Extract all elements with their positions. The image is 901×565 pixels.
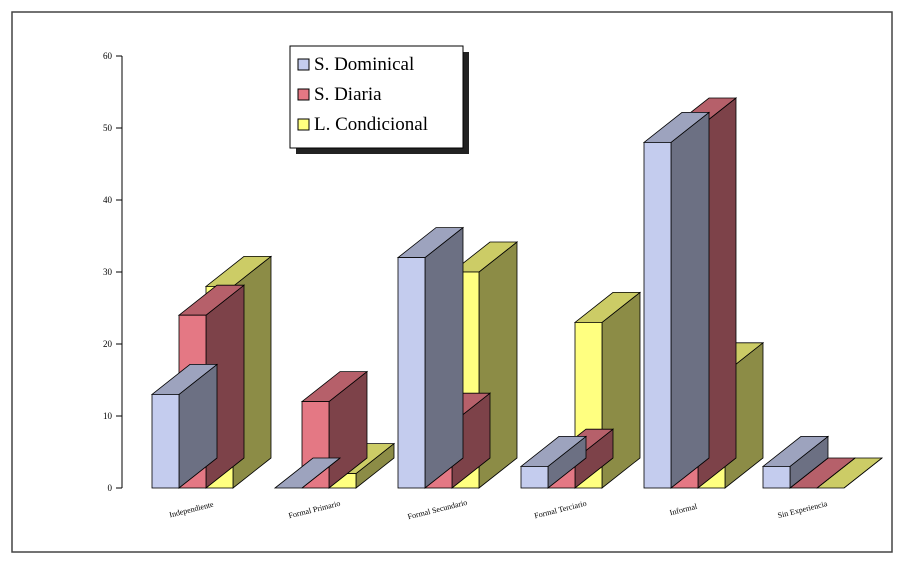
bar-s-dominical-formal-primario xyxy=(273,457,342,489)
y-tick-label: 20 xyxy=(103,339,113,349)
bar-s-dominical-sin-experiencia xyxy=(761,435,830,489)
bar-s-dominical-formal-terciario xyxy=(519,435,588,489)
category-label-sin-experiencia: Sin Experiencia xyxy=(777,499,829,520)
legend-label-l-condicional: L. Condicional xyxy=(314,114,428,135)
bar-group-formal-primario xyxy=(273,370,396,489)
y-tick-label: 60 xyxy=(103,51,113,61)
y-axis-ticks: 0 10 20 30 40 50 60 xyxy=(103,51,122,493)
y-tick-label: 40 xyxy=(103,195,113,205)
legend-box xyxy=(289,45,464,149)
bar-s-dominical-formal-secundario xyxy=(396,226,465,489)
legend: S. Dominical S. Diaria L. Condicional xyxy=(289,45,469,154)
category-labels: Independiente Formal Primario Formal Secun… xyxy=(168,498,828,522)
bar-group-informal xyxy=(642,97,765,489)
chart-border xyxy=(11,11,893,553)
legend-swatch-l-condicional xyxy=(297,118,310,131)
bar-group-formal-secundario xyxy=(396,226,519,489)
y-tick-label: 0 xyxy=(108,483,113,493)
category-label-independiente: Independiente xyxy=(168,500,215,520)
legend-swatch-s-dominical xyxy=(297,58,310,71)
y-tick-label: 10 xyxy=(103,411,113,421)
category-label-formal-secundario: Formal Secundario xyxy=(407,498,468,522)
category-label-formal-primario: Formal Primario xyxy=(288,499,342,521)
legend-label-s-dominical: S. Dominical xyxy=(314,54,414,75)
category-label-informal: Informal xyxy=(669,502,699,518)
bars-group xyxy=(150,97,884,489)
bar-group-independiente xyxy=(150,255,273,489)
legend-label-s-diaria: S. Diaria xyxy=(314,84,382,105)
y-tick-label: 30 xyxy=(103,267,113,277)
bar-s-dominical-informal xyxy=(642,111,711,489)
bar-s-dominical-independiente xyxy=(150,363,219,489)
y-tick-label: 50 xyxy=(103,123,113,133)
category-label-formal-terciario: Formal Terciario xyxy=(533,499,587,521)
bar-group-sin-experiencia xyxy=(761,435,884,489)
legend-swatch-s-diaria xyxy=(297,88,310,101)
bar-group-formal-terciario xyxy=(519,291,642,489)
